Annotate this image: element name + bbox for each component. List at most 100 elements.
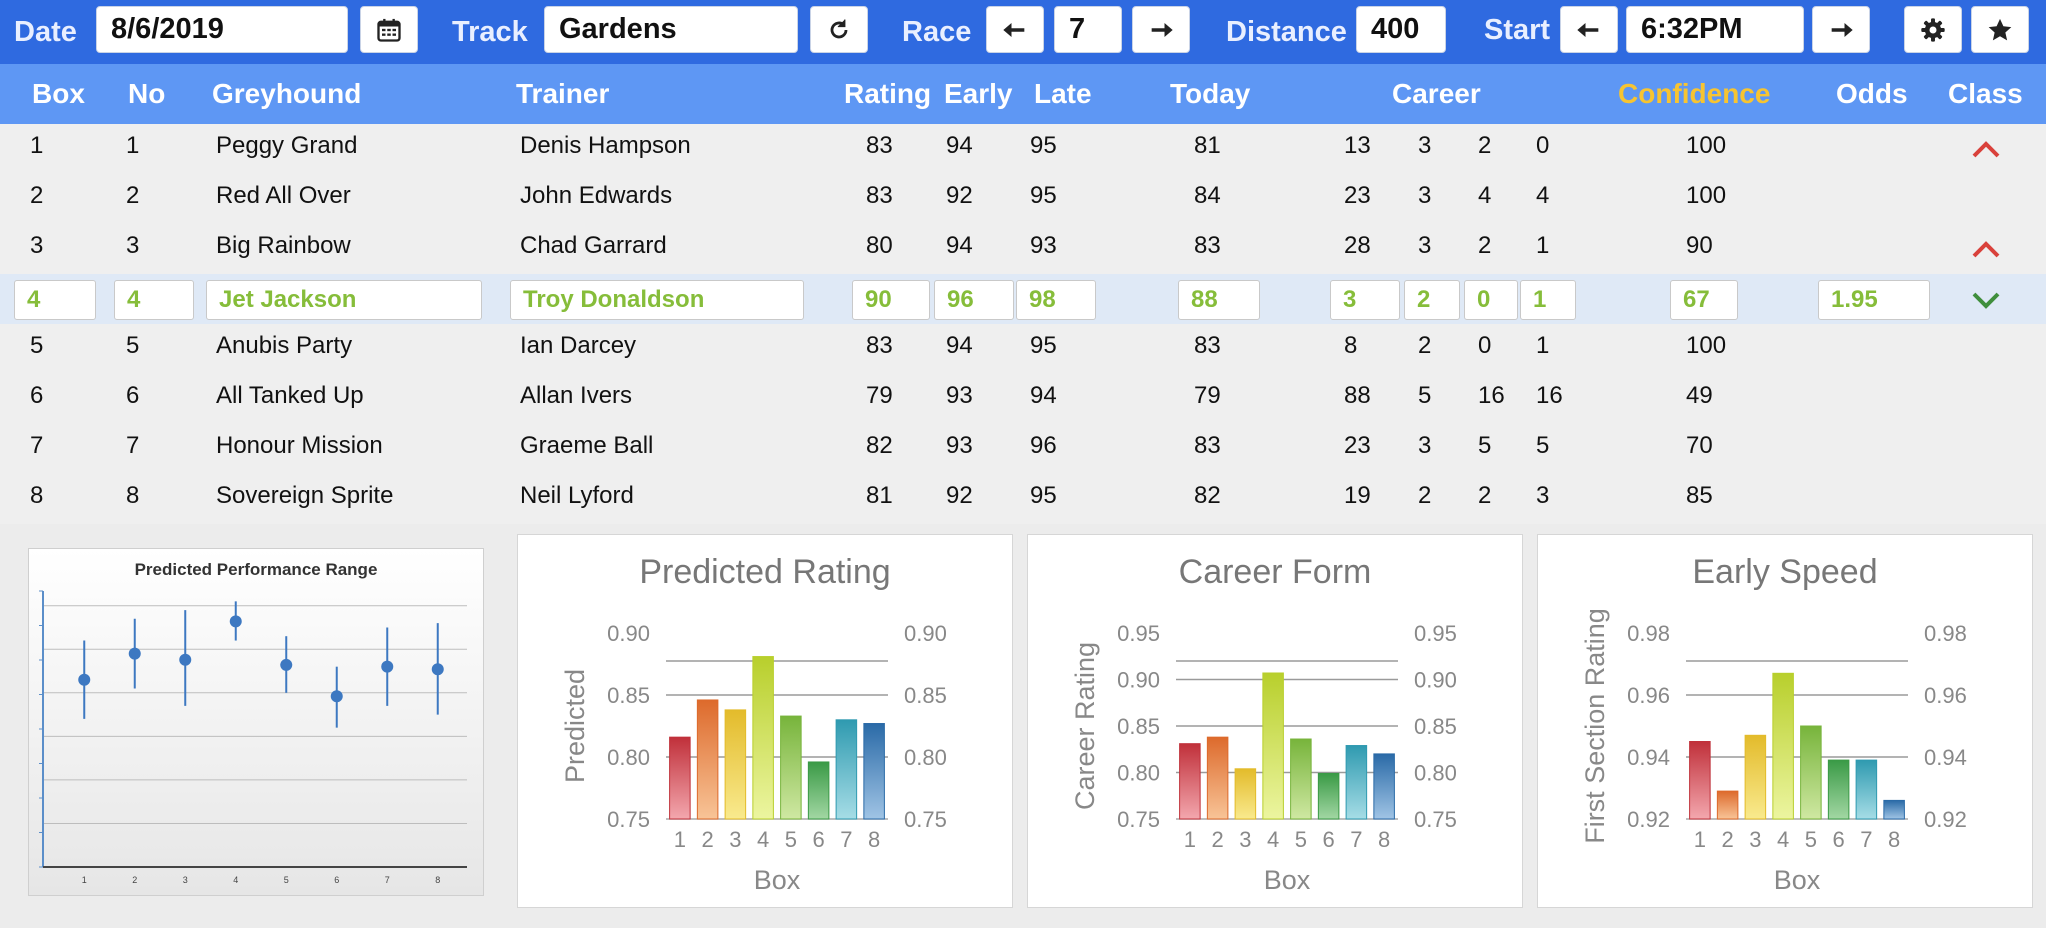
- caret-down-icon: [1972, 292, 2000, 309]
- performance-range-chart: Predicted Performance Range 1 2 3 4 5 6 7 8: [28, 548, 484, 896]
- caret-up-icon: [1972, 141, 2000, 158]
- race-next-button[interactable]: [1132, 6, 1190, 53]
- y-tick-left: 0.80: [1117, 761, 1160, 786]
- bar-box-2: [1206, 736, 1229, 820]
- favorite-button[interactable]: [1971, 6, 2029, 53]
- cell-today[interactable]: 88: [1178, 280, 1260, 320]
- bar-box-4: [752, 656, 774, 820]
- y-tick-left: 0.90: [1117, 668, 1160, 693]
- col-odds[interactable]: Odds: [1836, 78, 1908, 109]
- cell-today: 83: [1194, 432, 1221, 459]
- race-number-field[interactable]: 7: [1054, 6, 1122, 53]
- col-no[interactable]: No: [128, 78, 166, 109]
- start-time-field[interactable]: 6:32PM: [1626, 6, 1804, 53]
- col-trainer[interactable]: Trainer: [516, 78, 610, 109]
- x-tick: 6: [334, 875, 339, 885]
- cell-c1: 28: [1344, 232, 1371, 259]
- cell-c2: 3: [1418, 232, 1432, 259]
- table-row[interactable]: 2 2 Red All Over John Edwards 83 92 95 84 23 3 4 4 1…: [0, 174, 2046, 224]
- table-row[interactable]: 5 5 Anubis Party Ian Darcey 83 94 95 83 8 2 0 1 100: [0, 324, 2046, 374]
- cell-late[interactable]: 98: [1016, 280, 1096, 320]
- col-today[interactable]: Today: [1170, 78, 1251, 109]
- table-row[interactable]: 3 3 Big Rainbow Chad Garrard 80 94 93 83 28 3 2 1 90: [0, 224, 2046, 274]
- track-field[interactable]: Gardens: [544, 6, 798, 53]
- col-greyhound[interactable]: Greyhound: [212, 78, 362, 109]
- start-prev-button[interactable]: [1560, 6, 1618, 53]
- arrow-left-icon: [1003, 22, 1025, 37]
- cell-c3: 0: [1478, 332, 1492, 359]
- cell-trainer: Ian Darcey: [520, 332, 637, 359]
- cell-c4[interactable]: 1: [1520, 280, 1576, 320]
- col-confidence[interactable]: Confidence: [1618, 78, 1771, 109]
- col-career[interactable]: Career: [1392, 78, 1481, 109]
- col-early[interactable]: Early: [944, 78, 1013, 109]
- cell-trainer[interactable]: Troy Donaldson: [510, 280, 804, 320]
- cell-confidence: 85: [1686, 482, 1713, 509]
- cell-c2: 3: [1418, 132, 1432, 159]
- y-tick-left: 0.90: [607, 621, 650, 646]
- y-axis-label: Career Rating: [1070, 642, 1100, 810]
- settings-button[interactable]: [1904, 6, 1962, 53]
- x-tick: 8: [868, 827, 880, 852]
- cell-no: 8: [126, 482, 140, 509]
- distance-field[interactable]: 400: [1356, 6, 1446, 53]
- career-form-plot: Career Form 0.75 0.75 0.80 0.80 0.85 0.85 0.90 0…: [1070, 553, 1457, 895]
- cell-c2: 2: [1418, 482, 1432, 509]
- cell-box[interactable]: 4: [14, 280, 96, 320]
- cell-c1[interactable]: 3: [1330, 280, 1400, 320]
- cell-rating: 79: [866, 382, 893, 409]
- table-row[interactable]: 6 6 All Tanked Up Allan Ivers 79 93 94 79 88 5 16 1…: [0, 374, 2046, 424]
- x-tick: 4: [1777, 827, 1789, 852]
- col-class[interactable]: Class: [1948, 78, 2023, 109]
- date-field[interactable]: 8/6/2019: [96, 6, 348, 53]
- cell-c1: 8: [1344, 332, 1358, 359]
- cell-trainer: Allan Ivers: [520, 382, 633, 409]
- cell-greyhound[interactable]: Jet Jackson: [206, 280, 482, 320]
- bar-box-2: [696, 699, 719, 820]
- cell-box: 8: [30, 482, 44, 509]
- cell-c3[interactable]: 0: [1464, 280, 1518, 320]
- x-tick: 5: [284, 875, 289, 885]
- cell-early: 93: [946, 432, 973, 459]
- arrow-right-icon: [1831, 22, 1853, 37]
- cell-confidence[interactable]: 67: [1670, 280, 1738, 320]
- chart-title: Predicted Rating: [639, 553, 890, 591]
- cell-c4: 1: [1536, 332, 1550, 359]
- bar-box-7: [1345, 745, 1368, 820]
- cell-c2: 2: [1418, 332, 1432, 359]
- x-tick: 2: [1722, 827, 1734, 852]
- cell-early[interactable]: 96: [934, 280, 1014, 320]
- race-prev-button[interactable]: [986, 6, 1044, 53]
- cell-box: 6: [30, 382, 44, 409]
- cell-no: 3: [126, 232, 140, 259]
- top-toolbar: Date 8/6/2019 Track Gardens Race 7 Dista…: [0, 0, 2046, 64]
- cell-greyhound: Anubis Party: [216, 332, 353, 359]
- col-rating[interactable]: Rating: [844, 78, 932, 109]
- table-row[interactable]: 7 7 Honour Mission Graeme Ball 82 93 96 83 23 3 5 5…: [0, 424, 2046, 474]
- bar-box-3: [724, 709, 747, 820]
- table-row[interactable]: 4 4 Jet Jackson Troy Donaldson 90 96 98 88 3 2 0 1 6…: [0, 274, 2046, 324]
- early-speed-chart: Early Speed 0.92 0.92 0.94 0.94 0.96 0.96 0.98 0…: [1537, 534, 2033, 908]
- x-tick: 2: [1212, 827, 1224, 852]
- calendar-button[interactable]: [360, 6, 418, 53]
- cell-early: 94: [946, 332, 973, 359]
- start-next-button[interactable]: [1812, 6, 1870, 53]
- bar-box-7: [835, 719, 858, 820]
- cell-trainer: Neil Lyford: [520, 482, 634, 509]
- refresh-button[interactable]: [810, 6, 868, 53]
- cell-today: 83: [1194, 332, 1221, 359]
- performance-range-plot: Predicted Performance Range 1 2 3 4 5 6 7 8: [39, 560, 467, 885]
- cell-c2[interactable]: 2: [1404, 280, 1460, 320]
- col-box[interactable]: Box: [32, 78, 85, 109]
- table-row[interactable]: 1 1 Peggy Grand Denis Hampson 83 94 95 81 13 3 2 0 1…: [0, 124, 2046, 174]
- cell-no[interactable]: 4: [114, 280, 194, 320]
- cell-rating[interactable]: 90: [852, 280, 930, 320]
- y-tick-right: 0.95: [1414, 621, 1457, 646]
- col-late[interactable]: Late: [1034, 78, 1092, 109]
- table-row[interactable]: 8 8 Sovereign Sprite Neil Lyford 81 92 95 82 19 2…: [0, 474, 2046, 524]
- distance-label: Distance: [1226, 16, 1347, 48]
- predicted-rating-plot: Predicted Rating 0.75 0.75 0.80 0.80 0.85 0.85…: [560, 553, 947, 895]
- star-icon: [1988, 18, 2012, 40]
- x-tick: 1: [82, 875, 87, 885]
- cell-odds[interactable]: 1.95: [1818, 280, 1930, 320]
